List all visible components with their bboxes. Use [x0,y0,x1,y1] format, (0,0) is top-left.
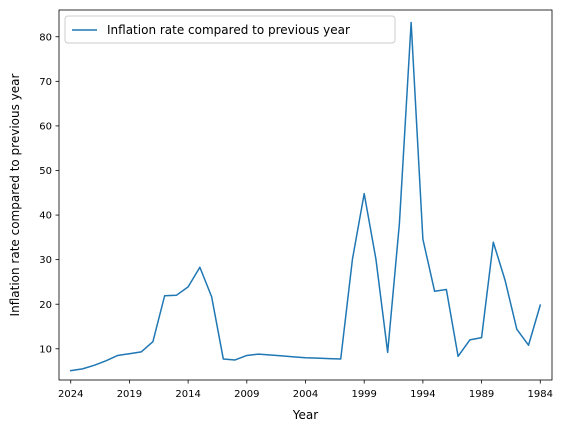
x-tick-label: 2009 [234,389,259,400]
y-tick-label: 40 [39,211,52,222]
legend: Inflation rate compared to previous year [64,15,396,44]
y-tick-label: 10 [39,344,52,355]
x-tick-label: 2019 [117,389,142,400]
x-tick-label: 1984 [528,389,553,400]
x-axis: 2024 2019 2014 2009 2004 1999 1994 1989 1984 [58,380,553,400]
legend-box [64,15,396,44]
y-axis-label: Inflation rate compared to previous year [8,73,22,316]
y-tick-label: 60 [39,122,52,133]
y-tick-label: 20 [39,300,52,311]
legend-label: Inflation rate compared to previous year [107,23,350,37]
x-tick-label: 2024 [58,389,83,400]
x-axis-label: Year [292,408,318,422]
series-line-0 [69,21,542,372]
x-tick-label: 1999 [351,389,376,400]
y-tick-label: 30 [39,255,52,266]
x-tick-label: 2004 [293,389,318,400]
y-tick-label: 50 [39,166,52,177]
line-layer [69,21,542,372]
y-tick-label: 70 [39,77,52,88]
y-axis: 10 20 30 40 50 60 70 80 [39,32,59,355]
x-tick-label: 2014 [175,389,200,400]
y-tick-label: 80 [39,32,52,43]
x-tick-label: 1989 [469,389,494,400]
x-tick-label: 1994 [410,389,435,400]
